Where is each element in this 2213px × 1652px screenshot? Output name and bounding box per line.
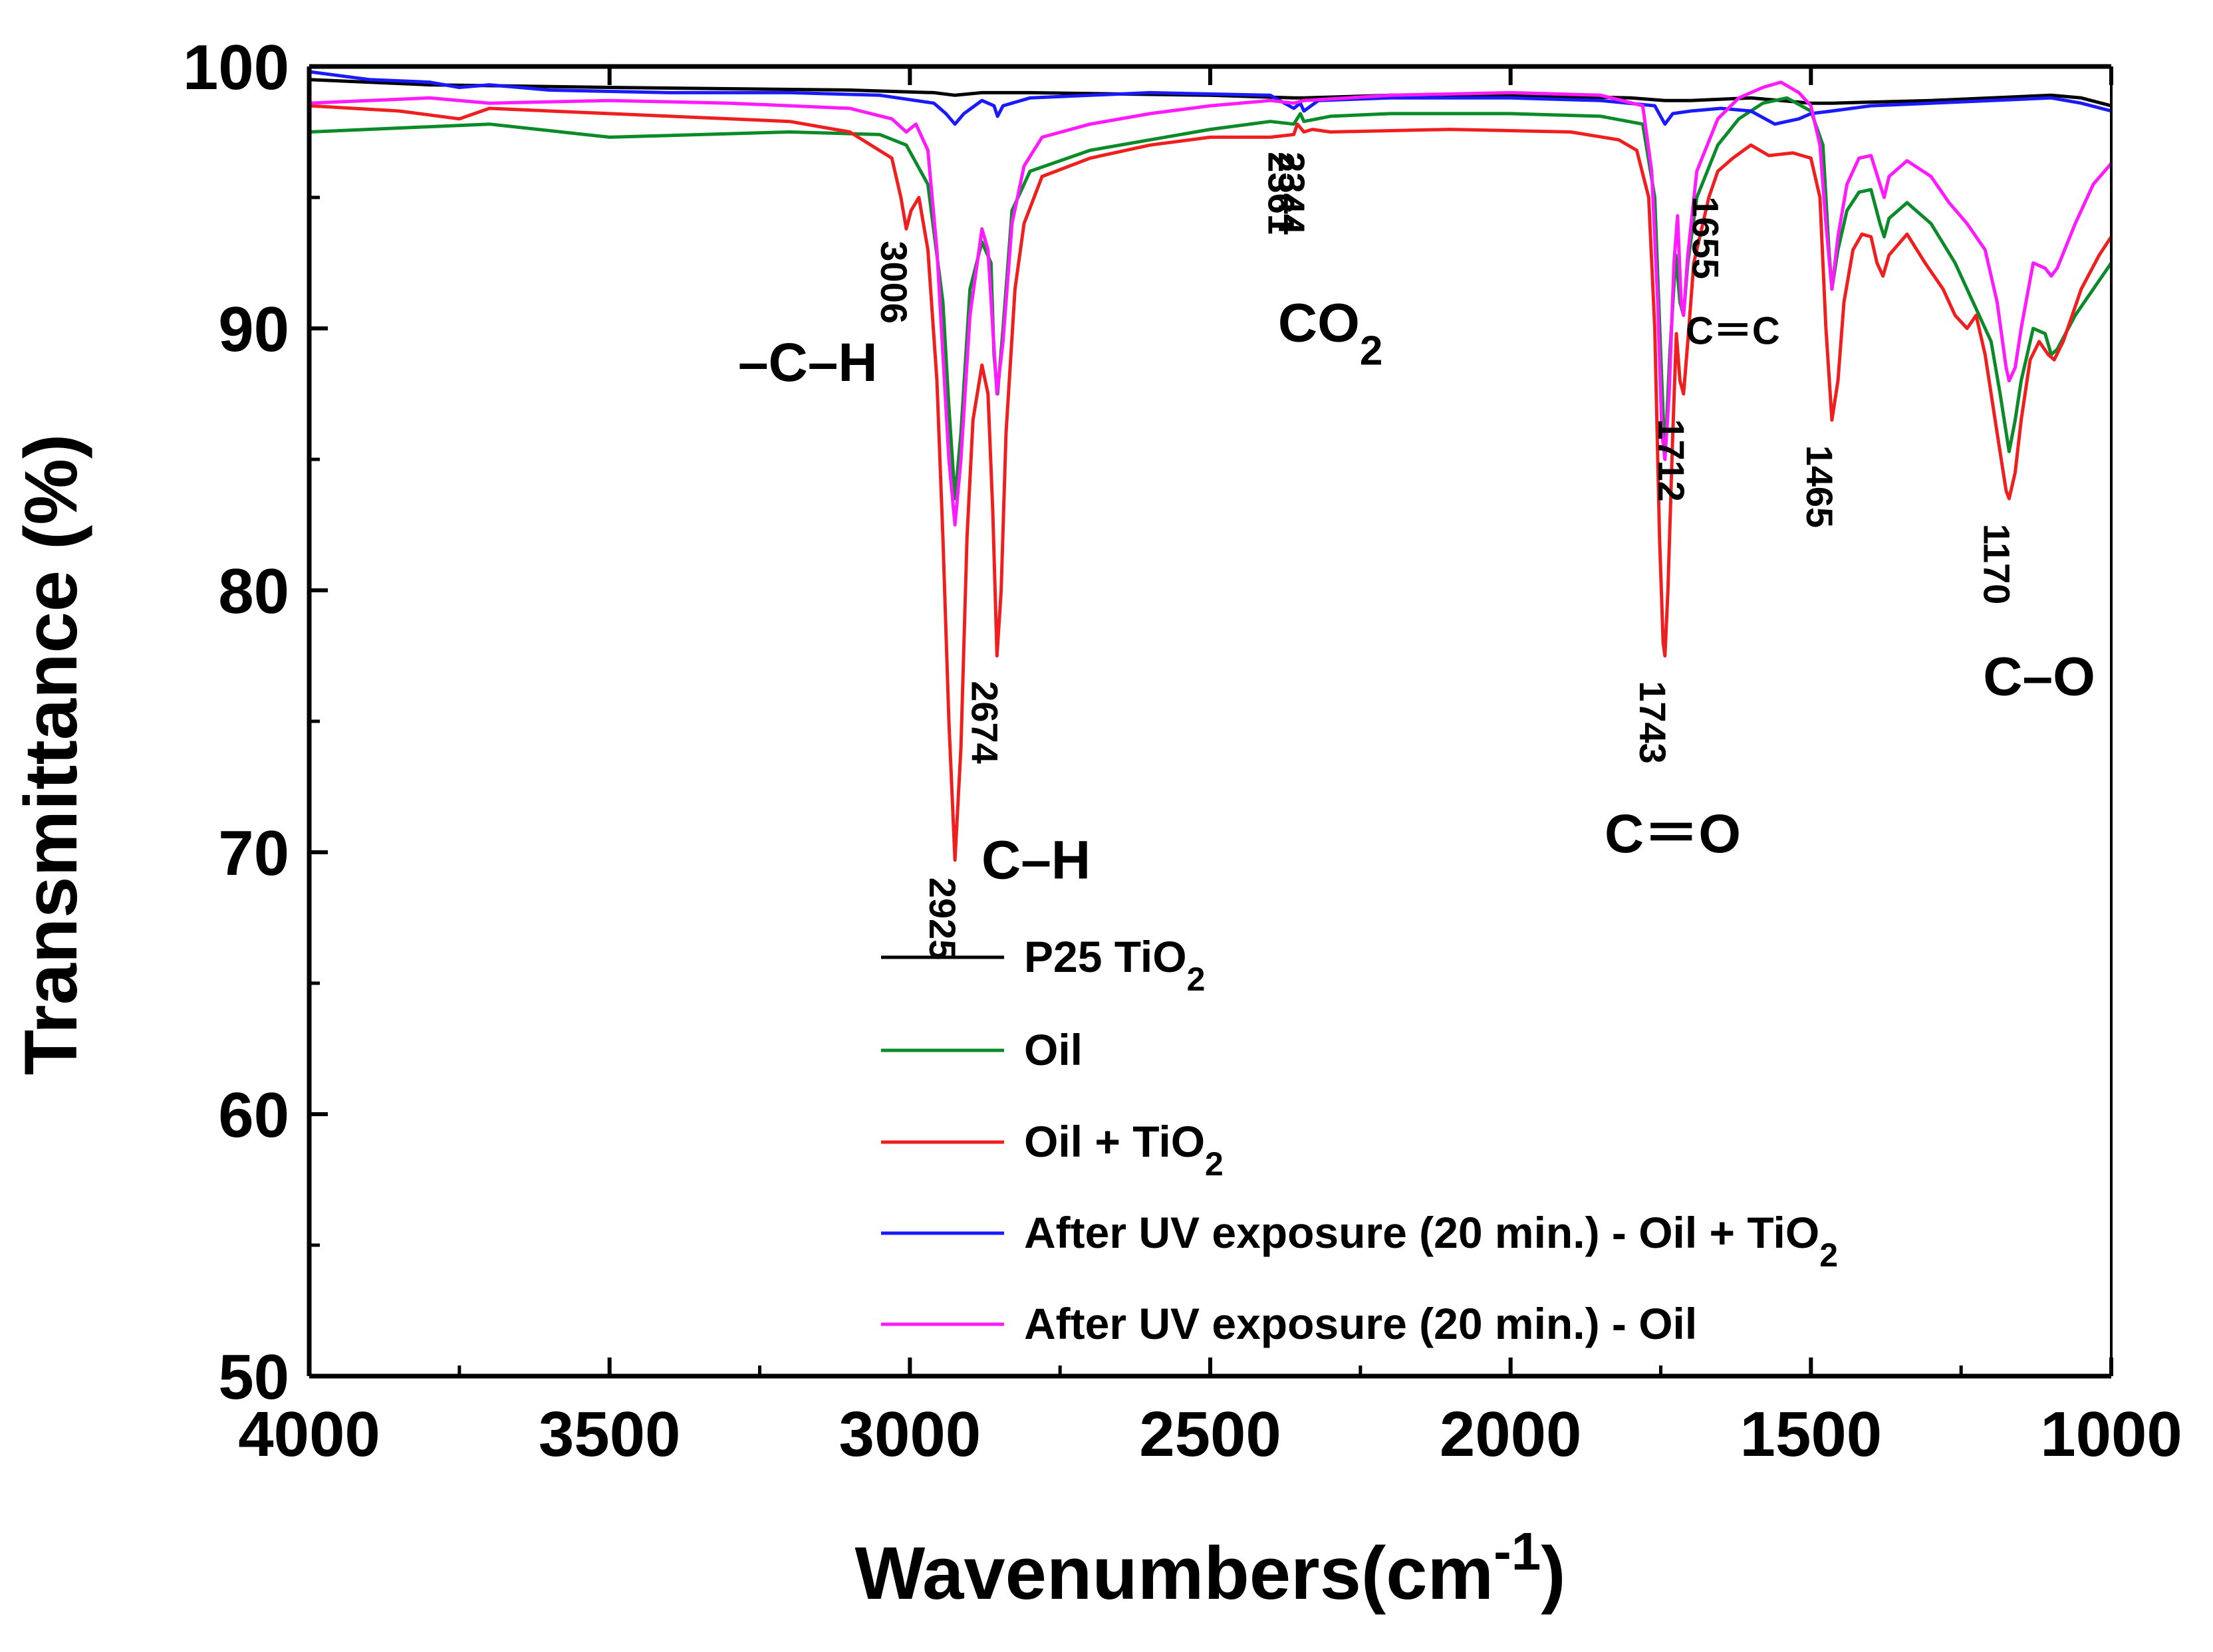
y-tick-label-50: 50 bbox=[218, 1342, 289, 1413]
peak-label-2925: 2925 bbox=[922, 878, 964, 961]
y-tick-label-70: 70 bbox=[218, 818, 289, 889]
annotation-4: C＝C bbox=[1686, 310, 1780, 353]
legend-label-0-subscript: 2 bbox=[1187, 961, 1206, 998]
annotation-1: C–H bbox=[981, 830, 1091, 890]
legend-label-2: Oil + TiO2 bbox=[1024, 1117, 1224, 1183]
x-tick-label-1000: 1000 bbox=[2040, 1399, 2182, 1470]
y-tick-label-80: 80 bbox=[218, 556, 289, 627]
peak-label-1465: 1465 bbox=[1799, 445, 1841, 529]
legend-label-3-subscript: 2 bbox=[1819, 1237, 1838, 1274]
peak-label-2361: 2361 bbox=[1261, 152, 1303, 235]
annotation-0: –C–H bbox=[738, 332, 878, 393]
y-axis-title: Transmittance (%) bbox=[9, 434, 92, 1076]
legend-label-3: After UV exposure (20 min.) - Oil + TiO2 bbox=[1024, 1208, 1838, 1274]
x-tick-label-3000: 3000 bbox=[839, 1399, 981, 1470]
x-tick-label-2000: 2000 bbox=[1440, 1399, 1582, 1470]
x-tick-label-2500: 2500 bbox=[1139, 1399, 1281, 1470]
peak-label-2674: 2674 bbox=[964, 681, 1005, 764]
peak-label-2344: 2344 bbox=[1271, 152, 1313, 235]
annotation-2: CO2 bbox=[1278, 293, 1382, 374]
x-tick-label-4000: 4000 bbox=[238, 1399, 380, 1470]
legend-label-2-subscript: 2 bbox=[1205, 1145, 1224, 1183]
peak-label-1655: 1655 bbox=[1684, 196, 1726, 279]
peak-label-1712: 1712 bbox=[1650, 419, 1692, 502]
peak-label-3006: 3006 bbox=[873, 241, 915, 324]
annotation-5: C–O bbox=[1983, 647, 2095, 707]
legend-label-4: After UV exposure (20 min.) - Oil bbox=[1024, 1299, 1697, 1348]
y-tick-label-100: 100 bbox=[183, 32, 289, 103]
x-axis-title-superscript: -1 bbox=[1494, 1522, 1541, 1581]
annotation-3: C＝O bbox=[1605, 804, 1741, 864]
series-line-3 bbox=[309, 70, 2111, 126]
x-tick-label-3500: 3500 bbox=[539, 1399, 681, 1470]
peak-label-1743: 1743 bbox=[1632, 681, 1674, 764]
series-line-2 bbox=[309, 104, 2111, 862]
peak-label-1170: 1170 bbox=[1976, 524, 2018, 605]
x-axis-title: Wavenumbers(cm-1) bbox=[854, 1522, 1565, 1615]
legend-label-1: Oil bbox=[1024, 1025, 1083, 1074]
series-group bbox=[309, 70, 2111, 862]
y-tick-label-90: 90 bbox=[218, 294, 289, 365]
axes-group: 4000 3500 3000 2500 2000 1500 1000 50 60 70 80 90 10… bbox=[9, 32, 2182, 1615]
x-tick-label-1500: 1500 bbox=[1740, 1399, 1883, 1470]
legend: P25 TiO2 Oil Oil + TiO2 After UV exposure (… bbox=[881, 932, 1838, 1348]
y-tick-label-60: 60 bbox=[218, 1080, 289, 1151]
legend-label-0: P25 TiO2 bbox=[1024, 932, 1205, 998]
series-line-1 bbox=[309, 96, 2111, 501]
series-line-4 bbox=[309, 80, 2111, 527]
annotation-2-subscript: 2 bbox=[1360, 328, 1382, 374]
